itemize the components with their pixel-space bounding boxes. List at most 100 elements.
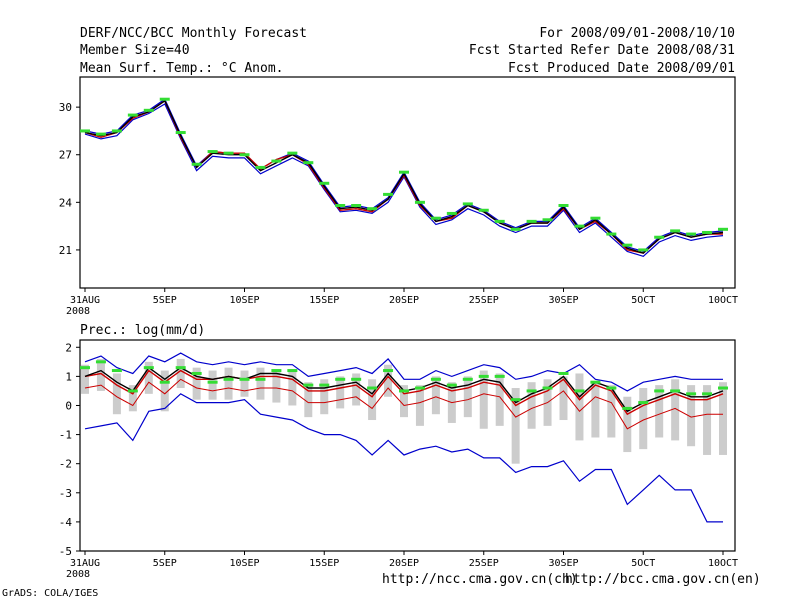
temp-observed-mark: [351, 204, 362, 208]
temp-x-tick-label: 15SEP: [309, 295, 339, 306]
precip-spread-bar: [687, 385, 696, 447]
precip-x-tick-label: 10SEP: [229, 558, 259, 569]
precip-spread-bar: [128, 385, 137, 412]
precip-observed-mark: [574, 389, 585, 393]
precip-x-tick-label: 5OCT: [631, 558, 655, 569]
temperature-plot: 21 24 27 30 31AUG 5SEP 10SEP 15SEP 20SEP 25SEP 30S…: [59, 97, 738, 317]
precip-spread-bar: [479, 370, 488, 429]
precip-observed-mark: [494, 374, 505, 378]
ncc-link[interactable]: http://ncc.cma.gov.cn(ch): [382, 572, 578, 587]
temp-observed-mark: [510, 227, 521, 231]
precip-spread-bar: [336, 376, 345, 409]
precip-observed-mark: [239, 377, 250, 381]
temp-observed-mark: [255, 165, 266, 169]
precip-spread-bar: [96, 358, 105, 391]
temp-observed-mark: [319, 181, 330, 185]
precip-observed-mark: [606, 386, 617, 390]
precip-spread-bar: [368, 379, 377, 421]
temp-observed-mark: [590, 216, 601, 220]
temperature-plot-frame: [79, 76, 736, 289]
precip-y-tick-label: -3: [59, 487, 72, 500]
precip-observed-mark: [111, 369, 122, 373]
temp-observed-mark: [430, 216, 441, 220]
temp-observed-mark: [622, 243, 633, 247]
precip-observed-mark: [255, 377, 266, 381]
precip-spread-bar: [320, 379, 329, 415]
precip-spread-bar: [192, 367, 201, 400]
precip-observed-mark: [526, 389, 537, 393]
temp-observed-mark: [494, 219, 505, 223]
temp-observed-mark: [335, 204, 346, 208]
precip-x-year-label: 2008: [66, 569, 90, 580]
precip-spread-bar: [575, 373, 584, 441]
precip-x-tick-label: 20SEP: [389, 558, 419, 569]
precip-observed-mark: [399, 389, 409, 393]
temp-observed-mark: [159, 97, 170, 101]
precip-observed-mark: [542, 386, 553, 390]
precip-spread-bar: [463, 376, 472, 418]
precip-spread-bar: [240, 370, 249, 397]
precip-y-tick-label: -5: [59, 545, 72, 558]
precip-spread-bar: [272, 370, 281, 403]
temp-observed-mark: [95, 132, 106, 136]
precipitation-plot-frame: [79, 339, 736, 552]
precip-spread-bar: [81, 364, 89, 394]
precip-mean-line: [84, 369, 724, 416]
temp-observed-mark: [223, 151, 234, 155]
precip-observed-mark: [686, 392, 697, 396]
temp-x-year-label: 2008: [66, 306, 90, 317]
temp-observed-mark: [638, 248, 649, 252]
temp-observed-mark: [686, 232, 697, 236]
bcc-link[interactable]: http://bcc.cma.gov.cn(en): [565, 572, 761, 587]
precip-max-line: [84, 352, 723, 392]
precip-observed-mark: [95, 360, 106, 364]
precip-y-tick-label: 1: [65, 370, 72, 383]
temp-observed-mark: [287, 151, 298, 155]
precip-observed-mark: [287, 369, 298, 373]
temp-observed-mark: [670, 229, 681, 233]
precip-observed-mark: [207, 380, 218, 384]
precip-spread-bar: [352, 373, 361, 406]
precip-y-tick-label: -1: [59, 429, 72, 442]
temp-observed-mark: [478, 208, 489, 212]
precip-observed-mark: [638, 401, 649, 405]
variable-label: Mean Surf. Temp.: °C Anom.: [80, 61, 284, 76]
precip-observed-mark: [702, 392, 713, 396]
precip-spread-bar: [639, 388, 648, 450]
temp-observed-mark: [558, 204, 569, 208]
precip-observed-mark: [383, 369, 394, 373]
precip-observed-mark: [622, 406, 633, 410]
temp-observed-mark: [446, 211, 457, 215]
precip-y-tick-label: 2: [65, 341, 72, 354]
forecast-start-label: Fcst Started Refer Date 2008/08/31: [468, 43, 735, 58]
precip-observed-mark: [127, 389, 138, 393]
forecast-period-label: For 2008/09/01-2008/10/10: [539, 26, 735, 41]
precip-spread-bar: [527, 382, 536, 429]
temp-observed-mark: [574, 224, 585, 228]
temp-observed-mark: [542, 218, 553, 222]
precip-observed-mark: [558, 371, 569, 375]
precip-spread-bar: [495, 373, 504, 426]
temp-observed-mark: [127, 113, 138, 117]
precip-observed-mark: [80, 366, 90, 370]
precip-spread-bar: [288, 370, 297, 406]
temp-y-tick-label: 24: [59, 196, 73, 209]
precip-x-tick-label: 25SEP: [469, 558, 499, 569]
temp-observed-mark: [654, 235, 665, 239]
precip-observed-mark: [303, 383, 314, 387]
temp-x-tick-label: 10SEP: [229, 295, 259, 306]
temp-x-tick-label: 5OCT: [631, 295, 655, 306]
precip-spread-bar: [384, 364, 393, 397]
precip-spread-bar: [655, 385, 664, 438]
precip-observed-mark: [590, 380, 601, 384]
precip-observed-mark: [175, 366, 186, 370]
precip-spread-bar: [208, 370, 217, 400]
precip-x-tick-label: 10OCT: [708, 558, 738, 569]
temp-observed-mark: [303, 161, 314, 165]
precip-observed-mark: [159, 380, 170, 384]
temp-observed-mark: [526, 219, 537, 223]
precip-x-tick-label: 31AUG: [70, 558, 100, 569]
precip-spread-bar: [607, 385, 616, 438]
precip-spread-bar: [671, 379, 680, 441]
